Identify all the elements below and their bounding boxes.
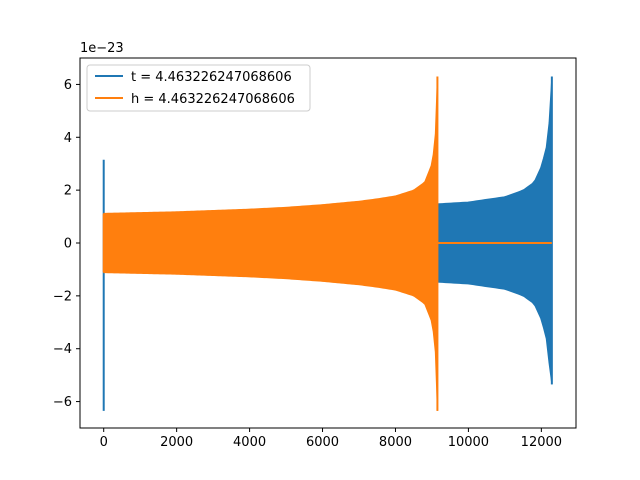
legend-label-h: h = 4.463226247068606 — [131, 92, 295, 107]
series-h — [102, 76, 552, 411]
y-tick-label: −6 — [53, 395, 72, 410]
y-tick-label: 4 — [64, 131, 72, 146]
y-tick-label: 0 — [64, 237, 72, 252]
x-axis-ticks: 0 2000 4000 6000 8000 10000 12000 — [100, 428, 562, 450]
x-tick-label: 2000 — [160, 435, 193, 450]
x-tick-label: 4000 — [233, 435, 266, 450]
y-axis-ticks: −6 −4 −2 0 2 4 6 — [53, 78, 80, 410]
x-tick-label: 6000 — [306, 435, 339, 450]
x-tick-label: 12000 — [521, 435, 562, 450]
legend-label-t: t = 4.463226247068606 — [131, 70, 292, 85]
series-layer — [102, 76, 553, 411]
legend: t = 4.463226247068606 h = 4.463226247068… — [86, 64, 311, 112]
y-tick-label: −4 — [53, 342, 72, 357]
x-tick-label: 10000 — [448, 435, 489, 450]
x-tick-label: 0 — [100, 435, 108, 450]
legend-box — [86, 64, 311, 112]
y-offset-label: 1e−23 — [80, 41, 124, 56]
y-tick-label: 6 — [64, 78, 72, 93]
y-tick-label: 2 — [64, 184, 72, 199]
y-tick-label: −2 — [53, 289, 72, 304]
x-tick-label: 8000 — [379, 435, 412, 450]
